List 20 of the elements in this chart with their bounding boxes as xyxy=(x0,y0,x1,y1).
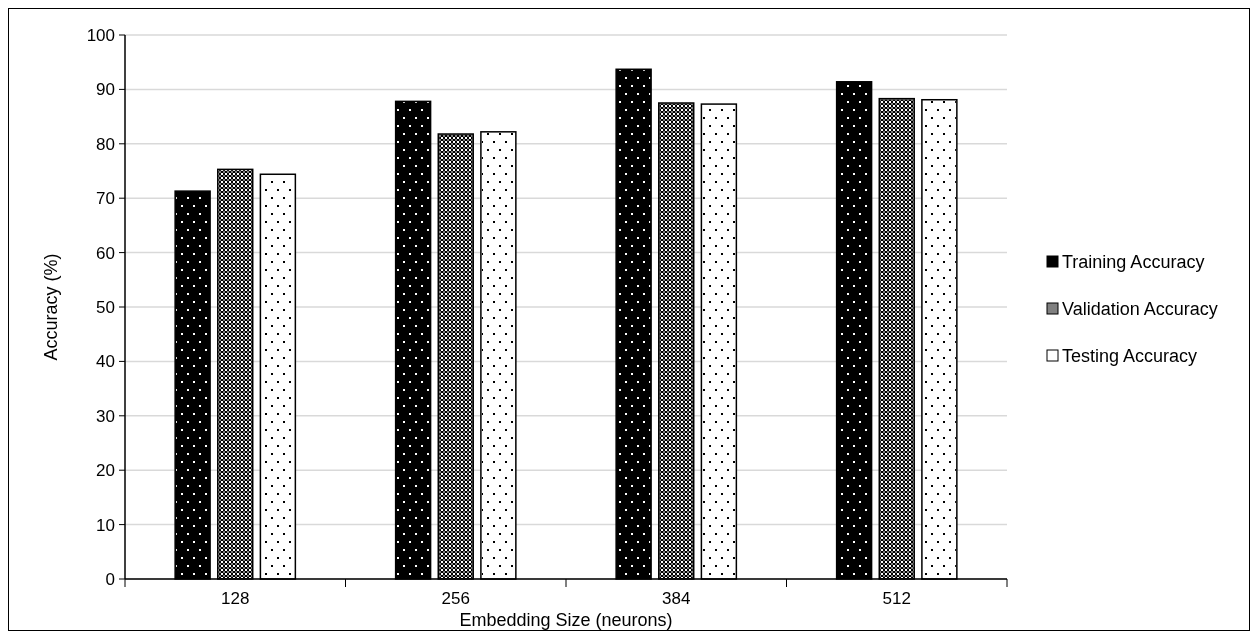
y-tick-label: 20 xyxy=(96,461,115,481)
y-axis-title: Accuracy (%) xyxy=(41,253,61,361)
y-tick-label: 10 xyxy=(96,515,115,535)
y-tick-label: 50 xyxy=(96,297,115,317)
legend-label: Validation Accuracy xyxy=(1062,299,1218,320)
y-tick-label: 80 xyxy=(96,134,115,154)
legend-label: Training Accuracy xyxy=(1062,252,1205,273)
x-tick-label: 128 xyxy=(221,589,250,608)
x-tick-label: 512 xyxy=(882,589,911,608)
y-tick-label: 30 xyxy=(96,406,115,426)
y-tick-label: 100 xyxy=(86,25,115,45)
x-tick-label: 384 xyxy=(662,589,691,608)
y-tick-label: 0 xyxy=(105,569,115,589)
x-axis-title: Embedding Size (neurons) xyxy=(459,610,673,630)
y-tick-label: 90 xyxy=(96,80,115,100)
legend-label: Testing Accuracy xyxy=(1062,346,1198,367)
y-tick-label: 60 xyxy=(96,243,115,263)
y-tick-label: 70 xyxy=(96,189,115,209)
y-tick-label: 40 xyxy=(96,352,115,372)
x-tick-label: 256 xyxy=(441,589,470,608)
